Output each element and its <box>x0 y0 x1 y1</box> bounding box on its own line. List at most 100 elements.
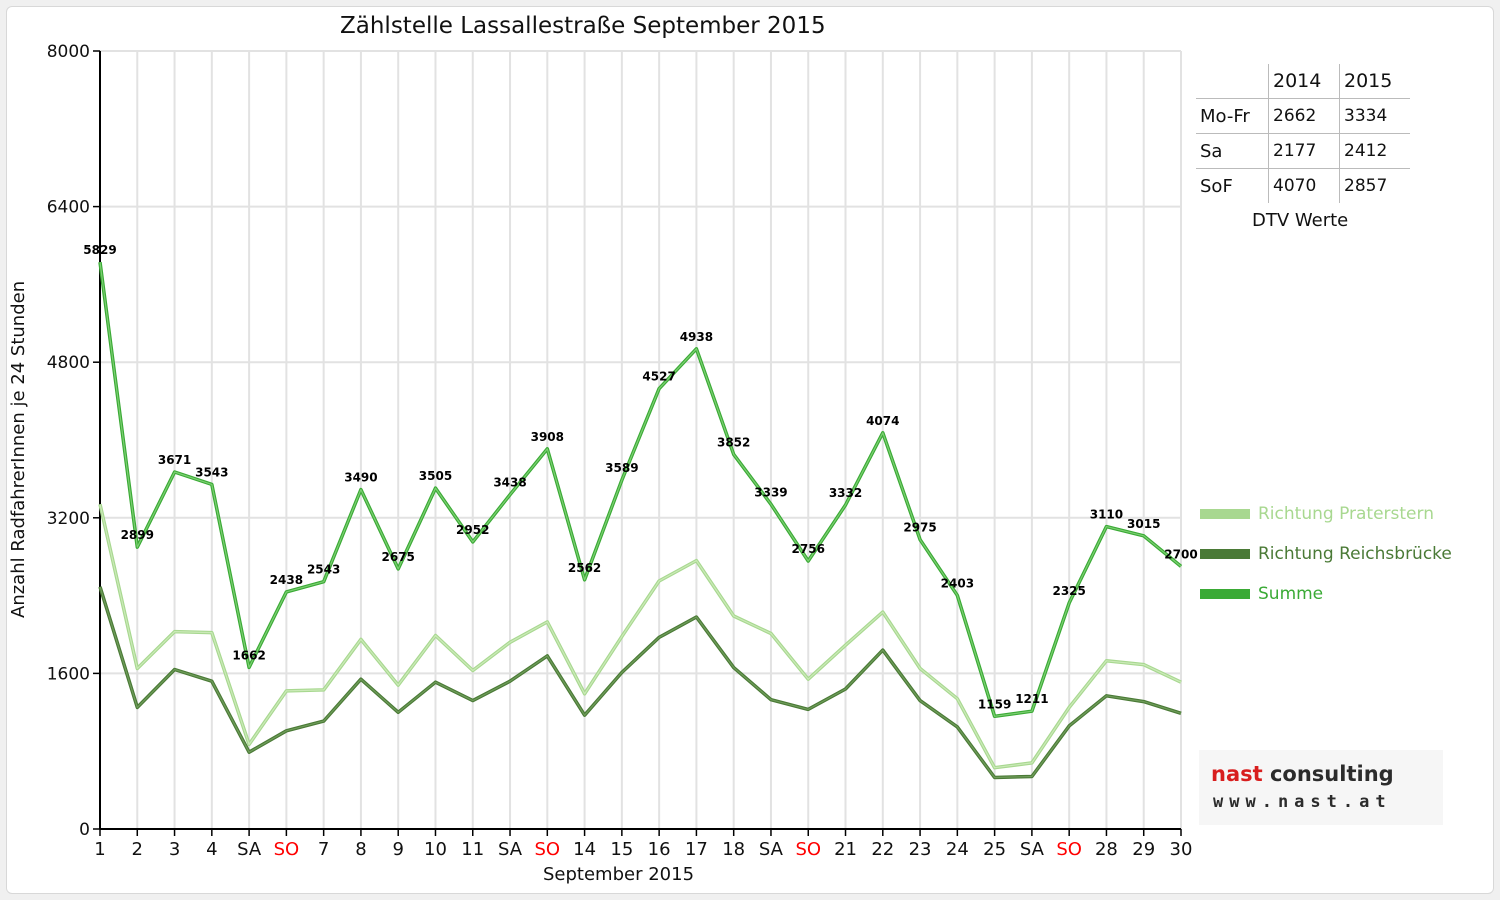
series-line-highlight <box>99 262 1182 717</box>
dtv-header-2014: 2014 <box>1268 64 1340 99</box>
series-line <box>98 503 1182 770</box>
data-label: 3505 <box>419 469 452 483</box>
x-tick-label: 11 <box>461 839 484 860</box>
x-tick-label: 2 <box>132 839 143 860</box>
x-tick-label: SO <box>535 839 561 860</box>
x-tick-label: 3 <box>169 839 180 860</box>
x-tick-label: 24 <box>946 839 969 860</box>
x-tick-label: 17 <box>685 839 708 860</box>
logo-name: nast consulting <box>1211 762 1394 786</box>
dtv-cell-2014: 4070 <box>1268 168 1340 203</box>
y-tick-label: 4800 <box>47 353 90 373</box>
dtv-cell-2015: 2412 <box>1339 133 1410 169</box>
dtv-cell-2014: 2177 <box>1268 133 1340 169</box>
dtv-cell-2014: 2662 <box>1268 98 1340 134</box>
data-label: 2438 <box>270 573 303 587</box>
y-tick-label: 1600 <box>47 664 90 684</box>
legend-swatch <box>1200 549 1250 559</box>
dtv-header-2015: 2015 <box>1339 64 1410 99</box>
data-label: 2675 <box>382 550 415 564</box>
x-tick-label: 1 <box>94 839 105 860</box>
dtv-row-label: SoF <box>1196 168 1269 203</box>
data-label: 3110 <box>1090 508 1123 522</box>
x-tick-label: SA <box>237 839 262 860</box>
x-tick-label: SO <box>274 839 300 860</box>
x-tick-label: 9 <box>392 839 403 860</box>
dtv-header-empty <box>1196 64 1269 99</box>
dtv-row-label: Sa <box>1196 133 1269 169</box>
legend: Richtung Praterstern Richtung Reichsbrüc… <box>1200 494 1452 614</box>
x-tick-label: 4 <box>206 839 217 860</box>
x-tick-label: 30 <box>1170 839 1193 860</box>
dtv-row-sa: Sa 2177 2412 <box>1196 133 1410 169</box>
data-label: 5829 <box>83 243 116 257</box>
x-tick-label: 29 <box>1132 839 1155 860</box>
series-line <box>98 586 1182 780</box>
series-line-highlight <box>99 586 1182 779</box>
dtv-row-mofr: Mo-Fr 2662 3334 <box>1196 98 1410 134</box>
x-tick-label: 25 <box>983 839 1006 860</box>
chart-title: Zählstelle Lassallestraße September 2015 <box>340 13 826 39</box>
x-tick-label: 15 <box>610 839 633 860</box>
data-label: 2899 <box>121 528 154 542</box>
data-label: 4074 <box>866 414 899 428</box>
legend-label: Richtung Reichsbrücke <box>1258 544 1452 564</box>
dtv-row-sof: SoF 4070 2857 <box>1196 168 1410 203</box>
legend-item-summe: Summe <box>1200 574 1452 614</box>
data-label: 2562 <box>568 561 601 575</box>
data-label: 4938 <box>680 330 713 344</box>
data-label: 2403 <box>941 576 974 590</box>
data-label: 3589 <box>605 461 638 475</box>
logo-name-part1: nast <box>1211 762 1263 786</box>
data-label: 1662 <box>232 648 265 662</box>
data-label: 3908 <box>531 430 564 444</box>
x-tick-label: 7 <box>318 839 329 860</box>
x-tick-label: 28 <box>1095 839 1118 860</box>
x-tick-label: 16 <box>648 839 671 860</box>
y-tick-label: 8000 <box>47 42 90 62</box>
data-label: 2756 <box>792 542 825 556</box>
data-label: 2543 <box>307 563 340 577</box>
x-tick-label: 23 <box>909 839 932 860</box>
data-label: 4527 <box>642 370 675 384</box>
x-tick-label: SO <box>795 839 821 860</box>
data-label: 3543 <box>195 465 228 479</box>
y-tick-label: 3200 <box>47 509 90 529</box>
dtv-caption: DTV Werte <box>1252 210 1349 231</box>
legend-label: Richtung Praterstern <box>1258 504 1434 524</box>
legend-swatch <box>1200 509 1250 519</box>
data-label: 3015 <box>1127 517 1160 531</box>
dtv-cell-2015: 2857 <box>1339 168 1410 203</box>
x-tick-label: SO <box>1056 839 1082 860</box>
data-label: 2952 <box>456 523 489 537</box>
legend-item-praterstern: Richtung Praterstern <box>1200 494 1452 534</box>
data-label: 2325 <box>1052 584 1085 598</box>
x-tick-label: 8 <box>355 839 366 860</box>
x-tick-label: 22 <box>871 839 894 860</box>
x-tick-label: 18 <box>722 839 745 860</box>
x-tick-label: SA <box>759 839 784 860</box>
logo-name-part2: consulting <box>1262 762 1394 786</box>
company-logo: nast consulting www.nast.at <box>1199 750 1443 825</box>
dtv-table: 2014 2015 Mo-Fr 2662 3334 Sa 2177 2412 S… <box>1196 64 1410 203</box>
data-label: 3671 <box>158 453 191 467</box>
legend-label: Summe <box>1258 584 1324 604</box>
x-tick-label: SA <box>498 839 523 860</box>
x-tick-label: 14 <box>573 839 596 860</box>
y-tick-label: 6400 <box>47 198 90 218</box>
dtv-header-row: 2014 2015 <box>1196 64 1410 99</box>
data-label: 2700 <box>1164 547 1197 561</box>
x-tick-label: SA <box>1020 839 1045 860</box>
y-axis-label: Anzahl RadfahrerInnen je 24 Stunden <box>8 280 29 618</box>
data-label: 1159 <box>978 697 1011 711</box>
data-label: 3438 <box>493 476 526 490</box>
y-tick-label: 0 <box>79 820 90 840</box>
data-label: 2975 <box>903 521 936 535</box>
x-tick-label: 10 <box>424 839 447 860</box>
data-label: 3332 <box>829 486 862 500</box>
data-label: 3852 <box>717 435 750 449</box>
series-line-highlight <box>99 504 1182 769</box>
dtv-row-label: Mo-Fr <box>1196 98 1269 134</box>
legend-item-reichsbruecke: Richtung Reichsbrücke <box>1200 534 1452 574</box>
